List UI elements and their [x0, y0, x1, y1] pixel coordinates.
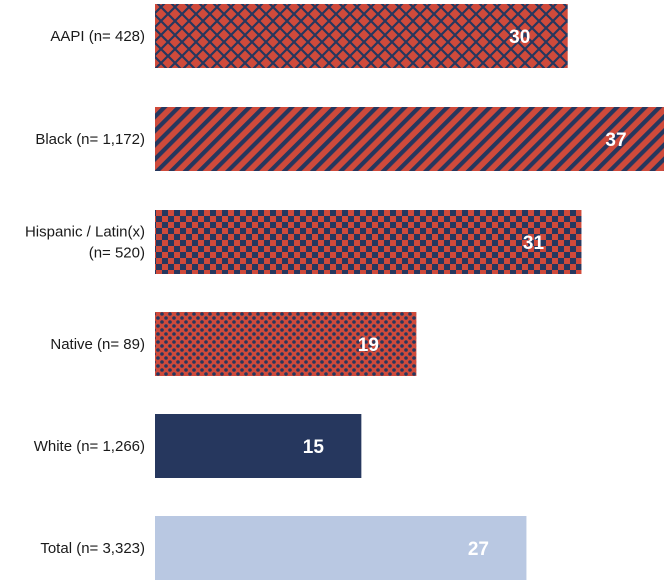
value-label: 27	[468, 539, 489, 560]
category-label: Black (n= 1,172)	[35, 131, 145, 148]
category-label: Total (n= 3,323)	[40, 540, 145, 557]
bar	[155, 107, 664, 171]
category-label: Native (n= 89)	[50, 336, 145, 353]
value-label: 31	[523, 233, 545, 254]
bar	[155, 414, 362, 478]
value-label: 37	[605, 130, 626, 151]
value-label: 30	[509, 27, 530, 48]
bar	[155, 210, 582, 274]
bars	[155, 4, 664, 580]
category-label: White (n= 1,266)	[34, 438, 145, 455]
bar	[155, 4, 568, 68]
value-labels: 30 37 31 19 15 27	[303, 27, 627, 560]
bar	[155, 516, 527, 580]
category-label: Hispanic / Latin(x)	[25, 224, 145, 241]
bar	[155, 312, 417, 376]
category-label: (n= 520)	[89, 245, 145, 262]
category-labels: AAPI (n= 428) Black (n= 1,172) Hispanic / …	[25, 28, 145, 557]
value-label: 19	[358, 335, 379, 356]
value-label: 15	[303, 437, 325, 458]
category-label: AAPI (n= 428)	[50, 28, 145, 45]
